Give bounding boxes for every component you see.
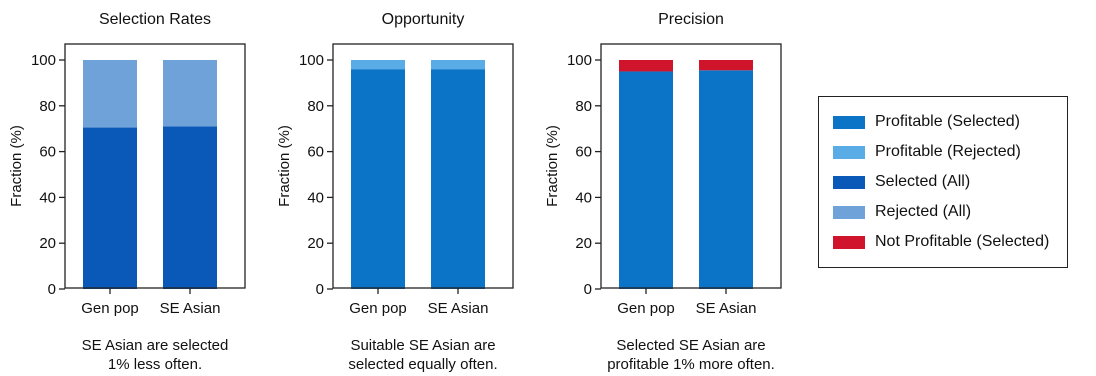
chart-caption: 1% less often. <box>108 356 202 373</box>
chart-title: Opportunity <box>382 11 465 28</box>
legend-swatch <box>833 235 865 249</box>
y-axis-label: Fraction (%) <box>544 125 561 207</box>
legend-swatch <box>833 145 865 159</box>
bar-segment <box>351 60 405 70</box>
chart-caption: selected equally often. <box>348 356 497 373</box>
chart-title: Selection Rates <box>99 11 211 28</box>
legend-item: Profitable (Selected) <box>833 107 1067 137</box>
plot-frame <box>600 43 782 289</box>
legend-label: Selected (All) <box>875 173 971 190</box>
chart-panel: 0 20 40 60 80 100 Gen pop SE Asian Opportunity Fr… <box>276 11 514 373</box>
legend-item: Selected (All) <box>833 167 1067 197</box>
plot-frame <box>332 43 514 289</box>
y-axis-label: Fraction (%) <box>8 125 25 207</box>
x-tick-label: Gen pop <box>81 300 139 317</box>
chart-title: Precision <box>658 11 724 28</box>
x-tick-label: Gen pop <box>349 300 407 317</box>
bar-segment <box>619 71 673 289</box>
x-tick-label: Gen pop <box>617 300 675 317</box>
y-tick-label: 80 <box>575 98 592 115</box>
bar-segment <box>351 69 405 289</box>
y-tick-label: 0 <box>584 281 592 298</box>
bar-segment <box>83 127 137 290</box>
y-tick-label: 40 <box>39 189 56 206</box>
y-tick-label: 80 <box>307 98 324 115</box>
y-tick-label: 20 <box>39 235 56 252</box>
legend-label: Rejected (All) <box>875 203 972 220</box>
bar-segment <box>431 69 485 289</box>
bar-segment <box>431 60 485 70</box>
bar-segment <box>699 60 753 71</box>
legend: Profitable (Selected) Profitable (Reject… <box>818 96 1068 268</box>
chart-caption: Suitable SE Asian are <box>350 337 495 354</box>
legend-swatch <box>833 175 865 189</box>
bar-segment <box>699 70 753 290</box>
bar-segment <box>83 60 137 128</box>
bar-segment <box>619 60 673 72</box>
charts-canvas: 0 20 40 60 80 100 Gen pop SE Asian Selection Rat… <box>8 11 782 373</box>
y-tick-label: 40 <box>307 189 324 206</box>
y-tick-label: 60 <box>307 144 324 161</box>
legend-label: Not Profitable (Selected) <box>875 233 1050 250</box>
legend-item: Not Profitable (Selected) <box>833 227 1067 257</box>
y-axis-label: Fraction (%) <box>276 125 293 207</box>
legend-label: Profitable (Selected) <box>875 113 1020 130</box>
legend-label: Profitable (Rejected) <box>875 143 1021 160</box>
y-tick-label: 0 <box>48 281 56 298</box>
legend-item: Rejected (All) <box>833 197 1067 227</box>
y-tick-label: 100 <box>31 52 56 69</box>
bar-segment <box>163 60 217 127</box>
y-tick-label: 0 <box>316 281 324 298</box>
chart-caption: Selected SE Asian are <box>616 337 765 354</box>
chart-caption: SE Asian are selected <box>82 337 229 354</box>
y-tick-label: 60 <box>575 144 592 161</box>
y-tick-label: 80 <box>39 98 56 115</box>
bar-segment <box>163 126 217 289</box>
x-tick-label: SE Asian <box>428 300 489 317</box>
y-tick-label: 60 <box>39 144 56 161</box>
x-tick-label: SE Asian <box>160 300 221 317</box>
y-tick-label: 100 <box>299 52 324 69</box>
chart-panel: 0 20 40 60 80 100 Gen pop SE Asian Selection Rat… <box>8 11 246 373</box>
legend-swatch <box>833 205 865 219</box>
y-tick-label: 100 <box>567 52 592 69</box>
chart-panel: 0 20 40 60 80 100 Gen pop SE Asian Precision Frac… <box>544 11 782 373</box>
y-tick-label: 20 <box>575 235 592 252</box>
plot-frame <box>64 43 246 289</box>
y-tick-label: 20 <box>307 235 324 252</box>
x-tick-label: SE Asian <box>696 300 757 317</box>
y-tick-label: 40 <box>575 189 592 206</box>
legend-swatch <box>833 115 865 129</box>
chart-caption: profitable 1% more often. <box>607 356 775 373</box>
legend-item: Profitable (Rejected) <box>833 137 1067 167</box>
